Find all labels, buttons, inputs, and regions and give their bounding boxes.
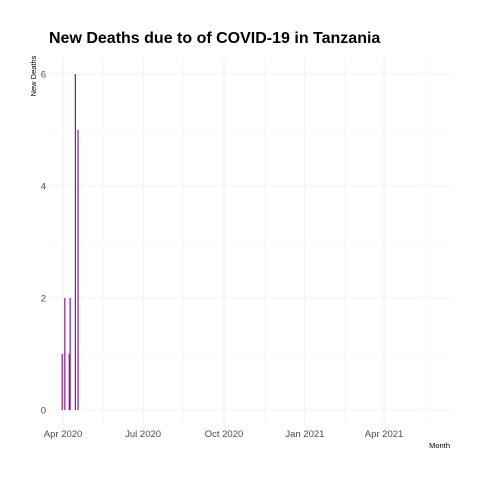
- x-tick-label: Jul 2020: [125, 429, 161, 440]
- y-tick-label: 4: [41, 182, 46, 193]
- bar: [61, 354, 63, 410]
- y-tick-label: 0: [41, 406, 46, 417]
- x-tick-label: Apr 2021: [365, 429, 404, 440]
- y-ticks: 0 2 4 6: [41, 70, 46, 417]
- x-axis-label: Month: [429, 441, 450, 450]
- bar: [74, 74, 76, 410]
- y-tick-label: 6: [41, 70, 46, 81]
- bar: [77, 130, 79, 410]
- bar: [68, 354, 70, 410]
- y-axis-label: New Deaths: [29, 55, 38, 96]
- bars: [61, 74, 79, 410]
- x-tick-label: Apr 2020: [44, 429, 83, 440]
- bar: [69, 298, 71, 410]
- x-tick-label: Oct 2020: [205, 429, 244, 440]
- bar: [64, 298, 66, 410]
- grid: [49, 57, 450, 425]
- x-tick-label: Jan 2021: [285, 429, 324, 440]
- y-tick-label: 2: [41, 294, 46, 305]
- x-ticks: Apr 2020 Jul 2020 Oct 2020 Jan 2021 Apr 2021: [44, 429, 404, 440]
- chart-title: New Deaths due to of COVID-19 in Tanzani…: [49, 30, 380, 47]
